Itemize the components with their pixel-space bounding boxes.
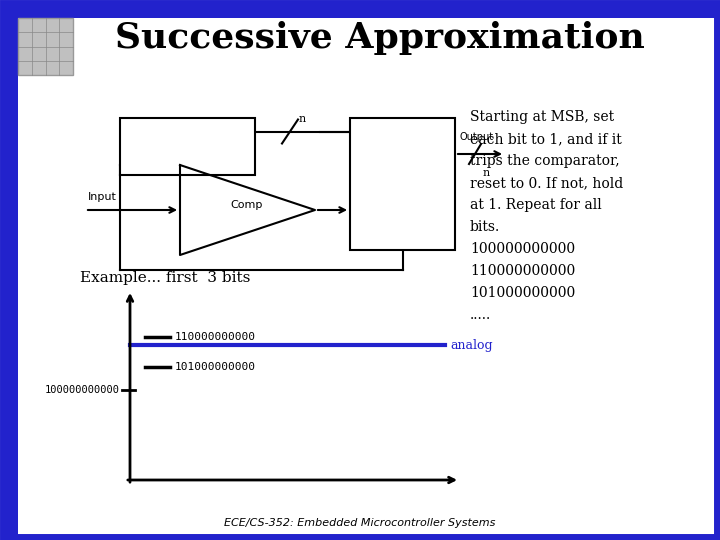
Bar <box>120 118 255 175</box>
Text: Output: Output <box>460 132 494 142</box>
Text: analog: analog <box>450 339 492 352</box>
Text: 100000000000: 100000000000 <box>45 385 120 395</box>
Text: at 1. Repeat for all: at 1. Repeat for all <box>470 198 602 212</box>
Text: 110000000000: 110000000000 <box>175 332 256 342</box>
Text: Example... first  3 bits: Example... first 3 bits <box>80 271 251 285</box>
Bar <box>18 18 73 75</box>
Text: bits.: bits. <box>470 220 500 234</box>
Text: Comp: Comp <box>231 200 264 210</box>
Text: trips the comparator,: trips the comparator, <box>470 154 620 168</box>
Text: .....: ..... <box>470 308 491 322</box>
Text: Starting at MSB, set: Starting at MSB, set <box>470 110 614 124</box>
Text: ECE/CS-352: Embedded Microcontroller Systems: ECE/CS-352: Embedded Microcontroller Sys… <box>225 518 495 528</box>
Text: Successive Approximation: Successive Approximation <box>115 21 645 55</box>
Text: each bit to 1, and if it: each bit to 1, and if it <box>470 132 622 146</box>
Bar <box>350 118 455 250</box>
Text: 110000000000: 110000000000 <box>470 264 575 278</box>
Text: 101000000000: 101000000000 <box>175 362 256 372</box>
Text: n: n <box>483 168 490 178</box>
Text: 100000000000: 100000000000 <box>470 242 575 256</box>
Text: reset to 0. If not, hold: reset to 0. If not, hold <box>470 176 624 190</box>
Text: n: n <box>299 113 306 124</box>
Text: Input: Input <box>88 192 117 202</box>
Text: 101000000000: 101000000000 <box>470 286 575 300</box>
Bar <box>3 18 18 537</box>
Bar <box>3 3 717 18</box>
Text: Logic: Logic <box>375 175 430 193</box>
Text: DAC: DAC <box>163 137 212 156</box>
